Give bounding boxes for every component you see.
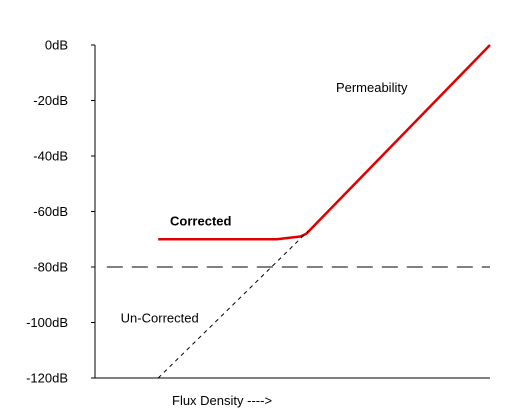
annotation-label: Un-Corrected <box>121 311 199 326</box>
y-tick-label: -120dB <box>26 371 68 386</box>
y-tick-label: -60dB <box>33 204 68 219</box>
y-tick-label: -100dB <box>26 315 68 330</box>
annotation-label: Permeability <box>336 80 408 95</box>
annotation-label: Corrected <box>170 213 231 228</box>
x-axis-label: Flux Density ----> <box>172 393 272 408</box>
y-axis: 0dB -20dB -40dB -60dB -80dB -100dB -120dB <box>26 38 490 386</box>
y-tick-label: -20dB <box>33 93 68 108</box>
series-uncorrected-line <box>157 230 309 379</box>
y-tick-label: -80dB <box>33 260 68 275</box>
series-lines <box>106 44 491 379</box>
y-tick-label: -40dB <box>33 149 68 164</box>
series-corrected-line <box>158 44 491 241</box>
y-tick-label: 0dB <box>45 38 68 53</box>
annotations: Permeability Corrected Un-Corrected <box>121 80 408 325</box>
